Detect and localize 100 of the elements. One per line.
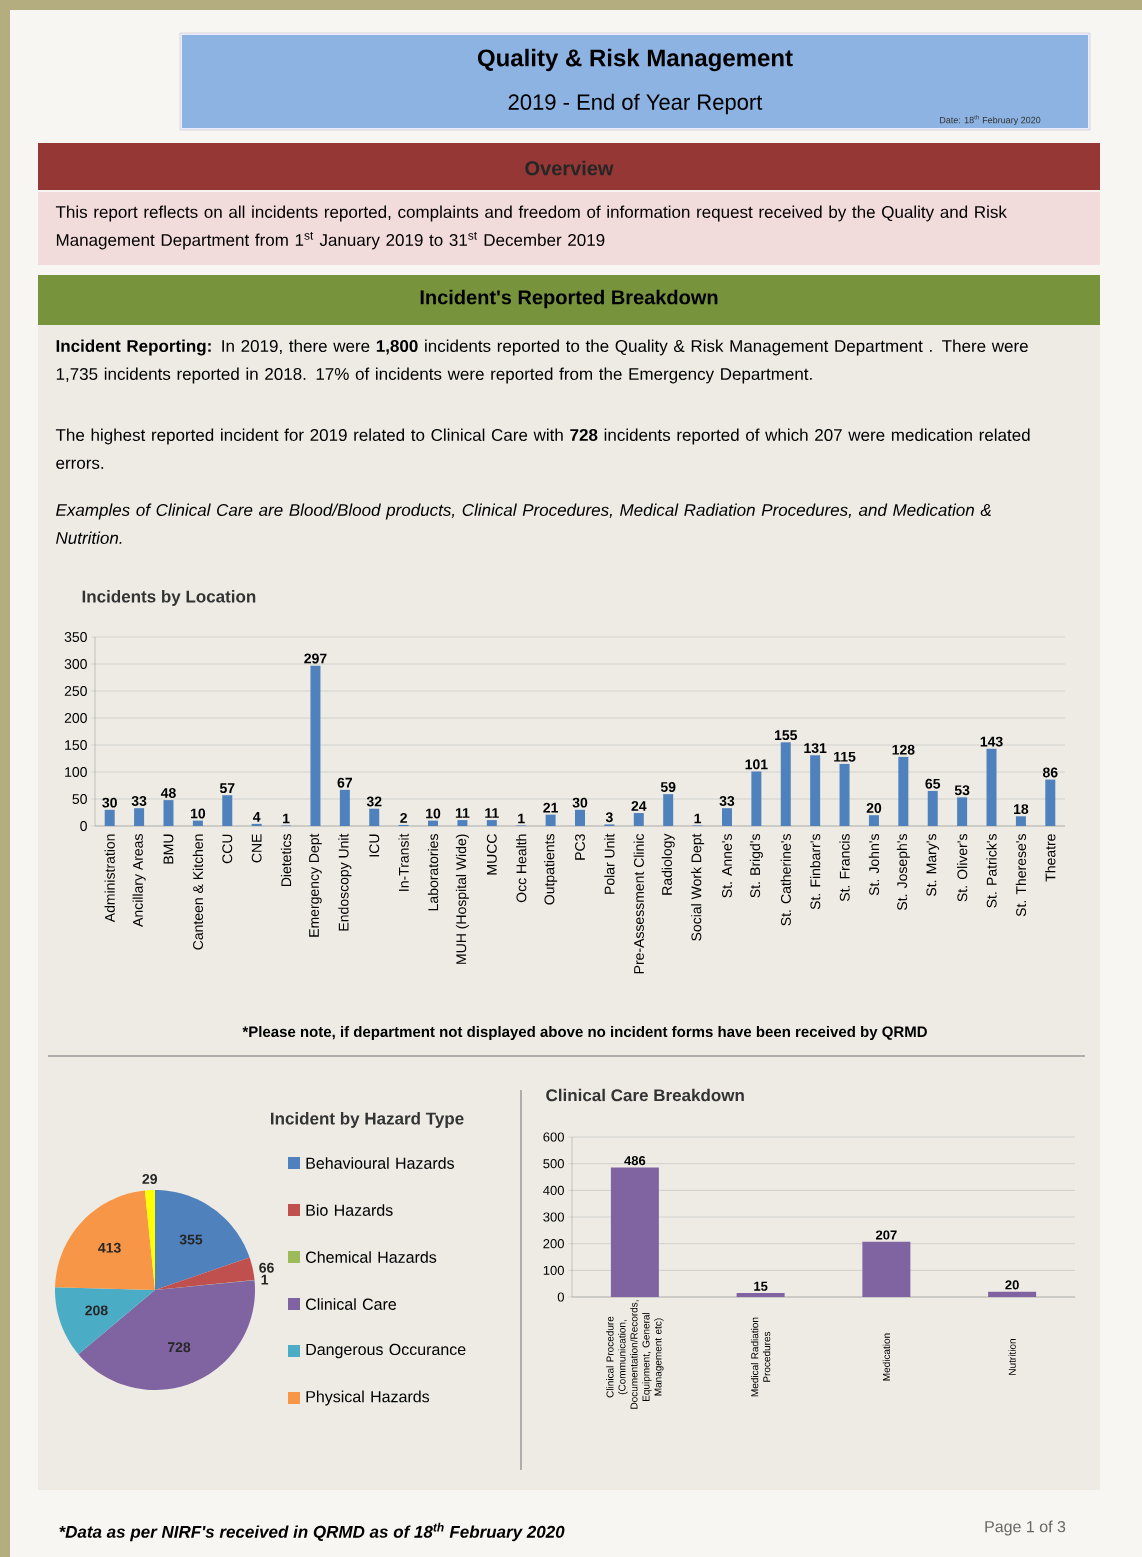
text: Incident's Reported Breakdown bbox=[420, 289, 718, 309]
data-label: 10 bbox=[190, 808, 206, 819]
data-label: 1 bbox=[283, 813, 290, 824]
x-tick-label: Pre-Assessment Clinic bbox=[633, 833, 644, 974]
x-tick-label: Emergency Dept bbox=[309, 833, 322, 937]
x-tick-label: Social Work Dept bbox=[691, 833, 705, 941]
x-tick-label: St. Joseph's bbox=[896, 834, 910, 911]
x-tick-label: Ancillary Areas bbox=[132, 834, 146, 927]
data-label: 30 bbox=[572, 797, 588, 808]
y-tick-label: 0 bbox=[80, 821, 87, 831]
data-label: 33 bbox=[131, 796, 147, 806]
x-tick-label: In-Transit bbox=[398, 833, 409, 891]
text: Quality & Risk Management bbox=[477, 48, 793, 72]
x-tick-label: St. Francis bbox=[839, 834, 850, 902]
data-label: 59 bbox=[660, 782, 676, 792]
x-tick-label: St. Therese's bbox=[1015, 834, 1027, 917]
text: *Please note, if department not displayed above no incident forms have been received by QRMD bbox=[242, 1026, 927, 1040]
data-label: 728 bbox=[167, 1342, 191, 1353]
data-label: 3 bbox=[605, 812, 613, 823]
x-tick-label: Medical Radiation Procedures bbox=[750, 1317, 771, 1397]
x-tick-label: Laboratories bbox=[427, 834, 439, 911]
y-tick-label: 200 bbox=[64, 713, 87, 723]
data-label: 207 bbox=[875, 1230, 897, 1240]
data-label: 2 bbox=[400, 812, 407, 823]
data-label: 33 bbox=[719, 796, 735, 806]
data-label: 67 bbox=[337, 777, 353, 788]
data-label: 101 bbox=[745, 759, 768, 770]
data-label: 486 bbox=[624, 1156, 646, 1166]
data-label: 20 bbox=[866, 803, 882, 814]
y-tick-label: 250 bbox=[64, 686, 87, 696]
text: *Data as per NIRF's received in QRMD as of 18$^{th}$ February 2020 bbox=[59, 1522, 565, 1542]
data-label: 24 bbox=[631, 801, 647, 811]
x-tick-label: Endoscopy Unit bbox=[338, 833, 352, 931]
x-tick-label: St. Oliver's bbox=[956, 834, 968, 902]
data-label: 11 bbox=[485, 808, 499, 818]
y-tick-label: 600 bbox=[543, 1132, 564, 1142]
x-tick-label: Administration bbox=[104, 834, 115, 923]
y-tick-label: 350 bbox=[64, 632, 87, 642]
text: Page 1 of 3 bbox=[985, 1520, 1066, 1536]
chart-title: Incident by Hazard Type bbox=[271, 1112, 464, 1128]
text: This report reflects on all incidents reported, complaints and freedom of information request received by the Quality and Risk Management Department from 1$^{st}$ January 2019 to 31$^{st}$ December 2019 bbox=[55, 205, 1007, 250]
data-label: 1 bbox=[694, 813, 702, 824]
x-tick-label: MUCC bbox=[486, 834, 497, 875]
data-label: 18 bbox=[1014, 804, 1029, 815]
x-tick-label: Clinical Procedure (Communication, Documentation/Records, Equipment, General Management etc) bbox=[606, 1300, 664, 1409]
y-tick-label: 150 bbox=[65, 740, 87, 750]
y-tick-label: 50 bbox=[72, 794, 87, 804]
data-label: 48 bbox=[160, 787, 176, 798]
data-label: 143 bbox=[980, 736, 1003, 747]
data-label: 21 bbox=[543, 802, 559, 813]
x-tick-label: St. Catherine's bbox=[780, 834, 791, 926]
data-label: 10 bbox=[426, 808, 441, 819]
data-label: 128 bbox=[892, 744, 915, 755]
chart-title: Clinical Care Breakdown bbox=[546, 1088, 744, 1102]
x-tick-label: CNE bbox=[251, 834, 262, 863]
data-label: 86 bbox=[1042, 767, 1058, 778]
x-tick-label: St. Anne's bbox=[722, 834, 732, 898]
x-tick-label: Theatre bbox=[1045, 834, 1056, 882]
text: Incident Reporting: In 2019, there were 1,800 incidents reported to the Quality & Risk Management Department . There were 1,735 incidents reported in 2018. 17% of incidents were reported from the Emergency Department. bbox=[56, 339, 1028, 384]
y-tick-label: 0 bbox=[557, 1292, 564, 1302]
x-tick-label: Nutrition bbox=[1008, 1339, 1016, 1375]
data-label: 30 bbox=[102, 797, 117, 808]
data-label: 20 bbox=[1005, 1280, 1019, 1290]
legend-label: Clinical Care bbox=[306, 1298, 397, 1310]
x-tick-label: PC3 bbox=[575, 834, 585, 860]
legend-label: Behavioural Hazards bbox=[306, 1157, 454, 1169]
x-tick-label: BMU bbox=[163, 834, 174, 864]
data-label: 65 bbox=[925, 778, 941, 789]
y-tick-label: 400 bbox=[543, 1185, 564, 1195]
data-label: 155 bbox=[774, 730, 798, 741]
data-label: 355 bbox=[179, 1234, 203, 1245]
y-tick-label: 100 bbox=[65, 767, 87, 777]
data-label: 1 bbox=[518, 813, 525, 824]
x-tick-label: St. Finbarr's bbox=[810, 834, 821, 910]
x-tick-label: St. Mary's bbox=[926, 834, 940, 896]
x-tick-label: CCU bbox=[222, 834, 233, 864]
text: Examples of Clinical Care are Blood/Blood products, Clinical Procedures, Medical Radiation Procedures, and Medication & Nutrition. bbox=[56, 503, 991, 545]
data-label: 4 bbox=[252, 812, 261, 822]
data-label: 115 bbox=[834, 751, 856, 762]
text: The highest reported incident for 2019 related to Clinical Care with 728 incidents reported of which 207 were medication related errors. bbox=[55, 428, 1030, 470]
x-tick-label: Dietetics bbox=[280, 834, 292, 887]
x-tick-label: MUH (Hospital Wide) bbox=[455, 834, 469, 964]
text: Date: 18$^{th}$ February 2020 bbox=[940, 114, 1041, 126]
y-tick-label: 300 bbox=[64, 659, 87, 669]
y-tick-label: 100 bbox=[543, 1265, 564, 1275]
x-tick-label: Radiology bbox=[661, 833, 675, 895]
data-label: 413 bbox=[98, 1242, 121, 1253]
legend-label: Chemical Hazards bbox=[306, 1251, 437, 1263]
data-label: 297 bbox=[304, 653, 327, 664]
y-tick-label: 300 bbox=[543, 1212, 564, 1222]
x-tick-label: Outpatients bbox=[544, 834, 558, 905]
data-label: 32 bbox=[366, 796, 382, 807]
legend-label: Bio Hazards bbox=[306, 1204, 393, 1216]
y-tick-label: 500 bbox=[543, 1159, 564, 1169]
data-label: 66 bbox=[259, 1262, 274, 1273]
x-tick-label: ICU bbox=[369, 834, 380, 857]
x-tick-label: St. John's bbox=[868, 834, 880, 896]
text: Overview bbox=[525, 160, 614, 176]
data-label: 57 bbox=[219, 783, 235, 794]
data-label: 11 bbox=[455, 808, 470, 818]
